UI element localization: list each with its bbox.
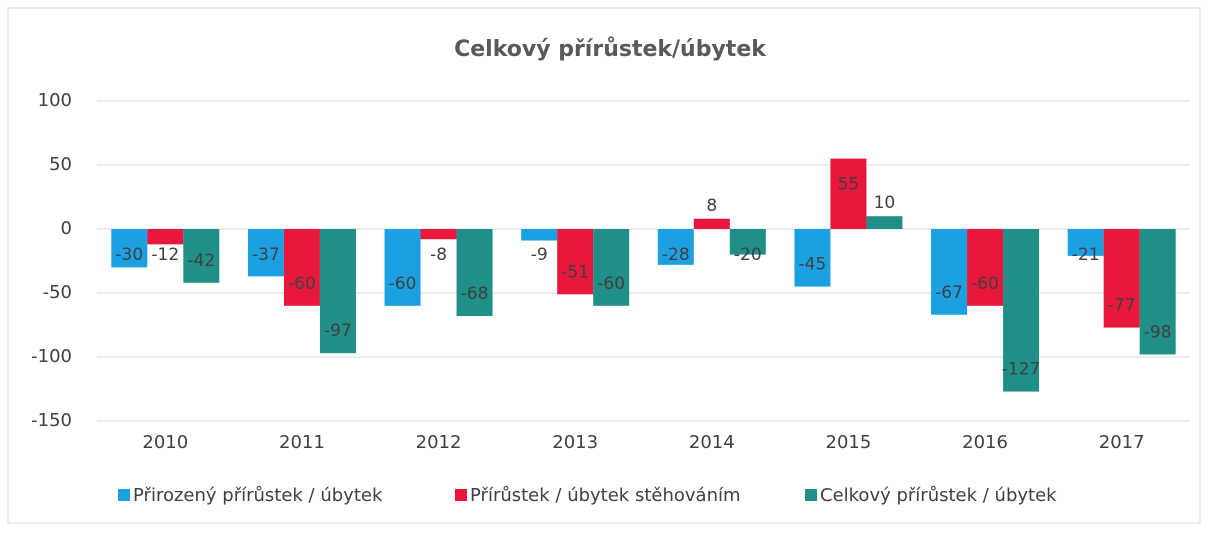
data-label: -45 [799,255,827,275]
data-label: -20 [734,245,762,265]
data-label: 8 [706,196,717,216]
bar [693,218,730,229]
x-tick-label: 2015 [826,432,872,453]
x-tick-label: 2014 [689,432,735,453]
y-tick-label: 0 [61,218,72,239]
data-label: 10 [874,193,896,213]
data-label: -60 [288,274,316,294]
legend-swatch [805,489,817,501]
x-tick-label: 2017 [1099,432,1145,453]
data-label: -68 [461,284,489,304]
data-label: -28 [662,245,690,265]
y-tick-label: 100 [38,90,72,111]
bar [729,229,766,255]
data-label: -67 [935,283,963,303]
data-label: -60 [597,274,625,294]
data-label: -51 [561,262,589,282]
legend-label: Přírůstek / úbytek stěhováním [470,485,741,506]
bar [147,229,184,245]
y-tick-label: 50 [49,154,72,175]
bar [1003,229,1040,392]
bar [1103,229,1140,328]
x-tick-label: 2016 [962,432,1008,453]
x-tick-label: 2010 [142,432,188,453]
bar [183,229,220,283]
bar [283,229,320,306]
bar [557,229,594,295]
legend-label: Celkový přírůstek / úbytek [820,485,1057,506]
bar [521,229,558,241]
bar [794,229,831,287]
bar [319,229,356,354]
data-label: -37 [252,245,280,265]
data-label: -60 [389,274,417,294]
data-label: -9 [531,245,548,265]
data-label: -21 [1072,245,1100,265]
chart-title: Celkový přírůstek/úbytek [454,37,767,62]
bar [111,229,148,268]
data-label: -8 [430,245,447,265]
data-label: -30 [115,245,143,265]
bar [866,216,903,229]
data-label: -12 [151,245,179,265]
data-label: -77 [1108,296,1136,316]
data-label: -42 [187,251,215,271]
data-label: -97 [324,321,352,341]
y-tick-label: -150 [31,410,72,431]
legend-swatch [118,489,130,501]
data-label: -60 [971,274,999,294]
bar [1139,229,1176,355]
y-tick-label: -100 [31,346,72,367]
bar [967,229,1004,306]
data-label: -98 [1144,322,1172,342]
x-tick-label: 2012 [416,432,462,453]
bar [657,229,694,265]
bar [931,229,968,315]
bar [830,158,867,229]
bar [456,229,493,317]
x-tick-label: 2011 [279,432,325,453]
data-label: -127 [1002,360,1041,380]
y-tick-label: -50 [43,282,72,303]
bar [593,229,630,306]
x-tick-label: 2013 [552,432,598,453]
bar [1067,229,1104,256]
legend-label: Přirozený přírůstek / úbytek [133,485,383,506]
legend-swatch [455,489,467,501]
bar [247,229,284,277]
bar [420,229,457,240]
data-label: 55 [838,175,860,195]
bar [384,229,421,306]
